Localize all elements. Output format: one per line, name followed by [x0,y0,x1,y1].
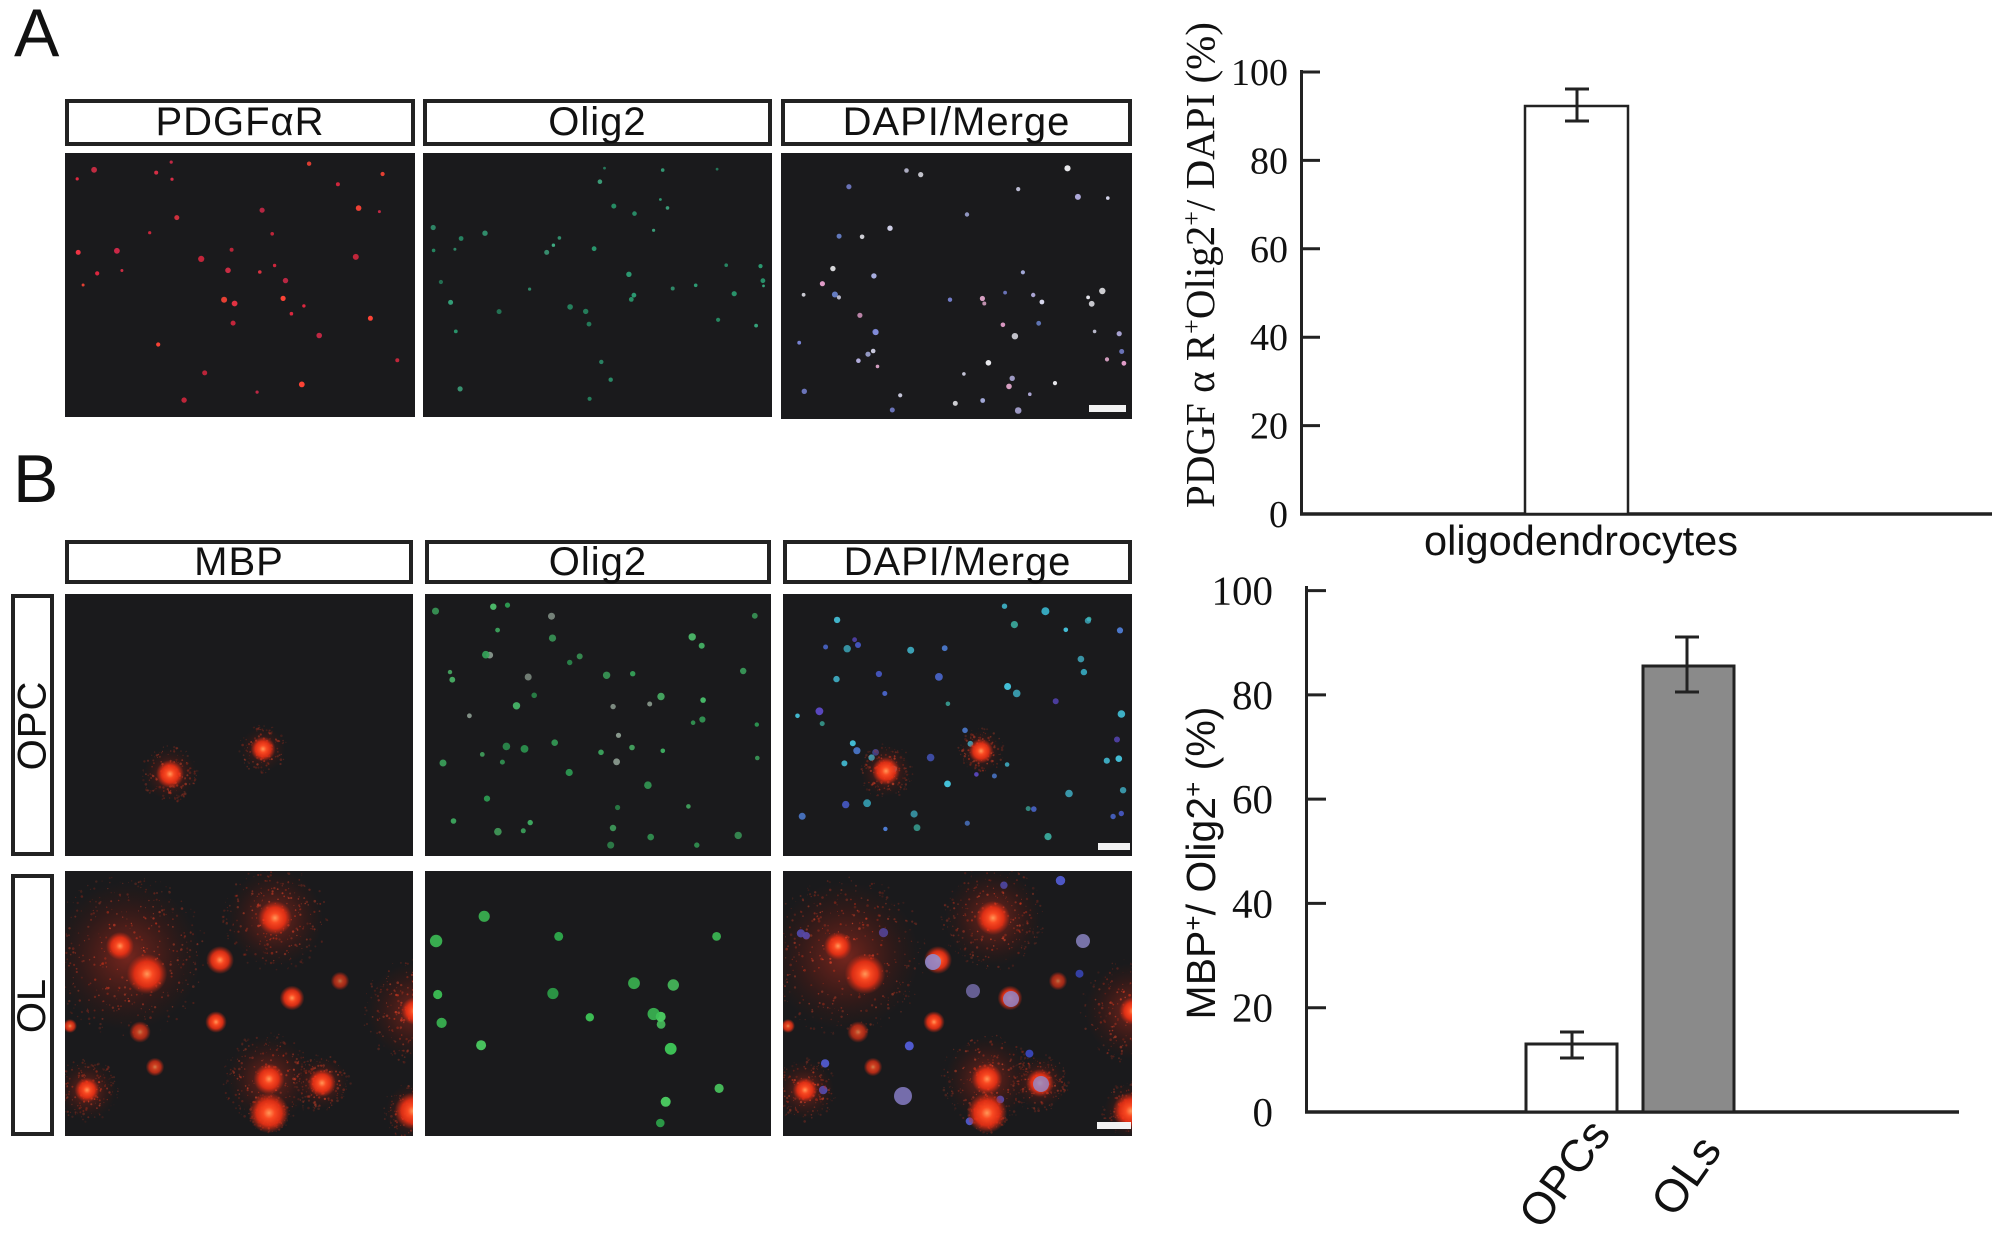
svg-text:40: 40 [1250,317,1288,359]
svg-text:MBP+/ Olig2+ (%): MBP+/ Olig2+ (%) [1178,707,1224,1020]
svg-text:0: 0 [1269,494,1288,536]
svg-text:80: 80 [1232,672,1273,718]
svg-text:100: 100 [1231,52,1288,94]
svg-text:20: 20 [1232,985,1273,1031]
svg-text:oligodendrocytes: oligodendrocytes [1424,517,1738,564]
svg-text:80: 80 [1250,140,1288,182]
svg-text:100: 100 [1212,568,1274,614]
svg-text:20: 20 [1250,406,1288,448]
svg-text:PDGF α R+Olig2+/ DAPI (%): PDGF α R+Olig2+/ DAPI (%) [1177,22,1223,508]
svg-text:40: 40 [1232,880,1273,926]
svg-text:0: 0 [1253,1089,1274,1135]
svg-text:OLs: OLs [1640,1126,1731,1225]
svg-text:60: 60 [1232,776,1273,822]
svg-text:OPCs: OPCs [1508,1110,1620,1237]
svg-text:60: 60 [1250,229,1288,271]
